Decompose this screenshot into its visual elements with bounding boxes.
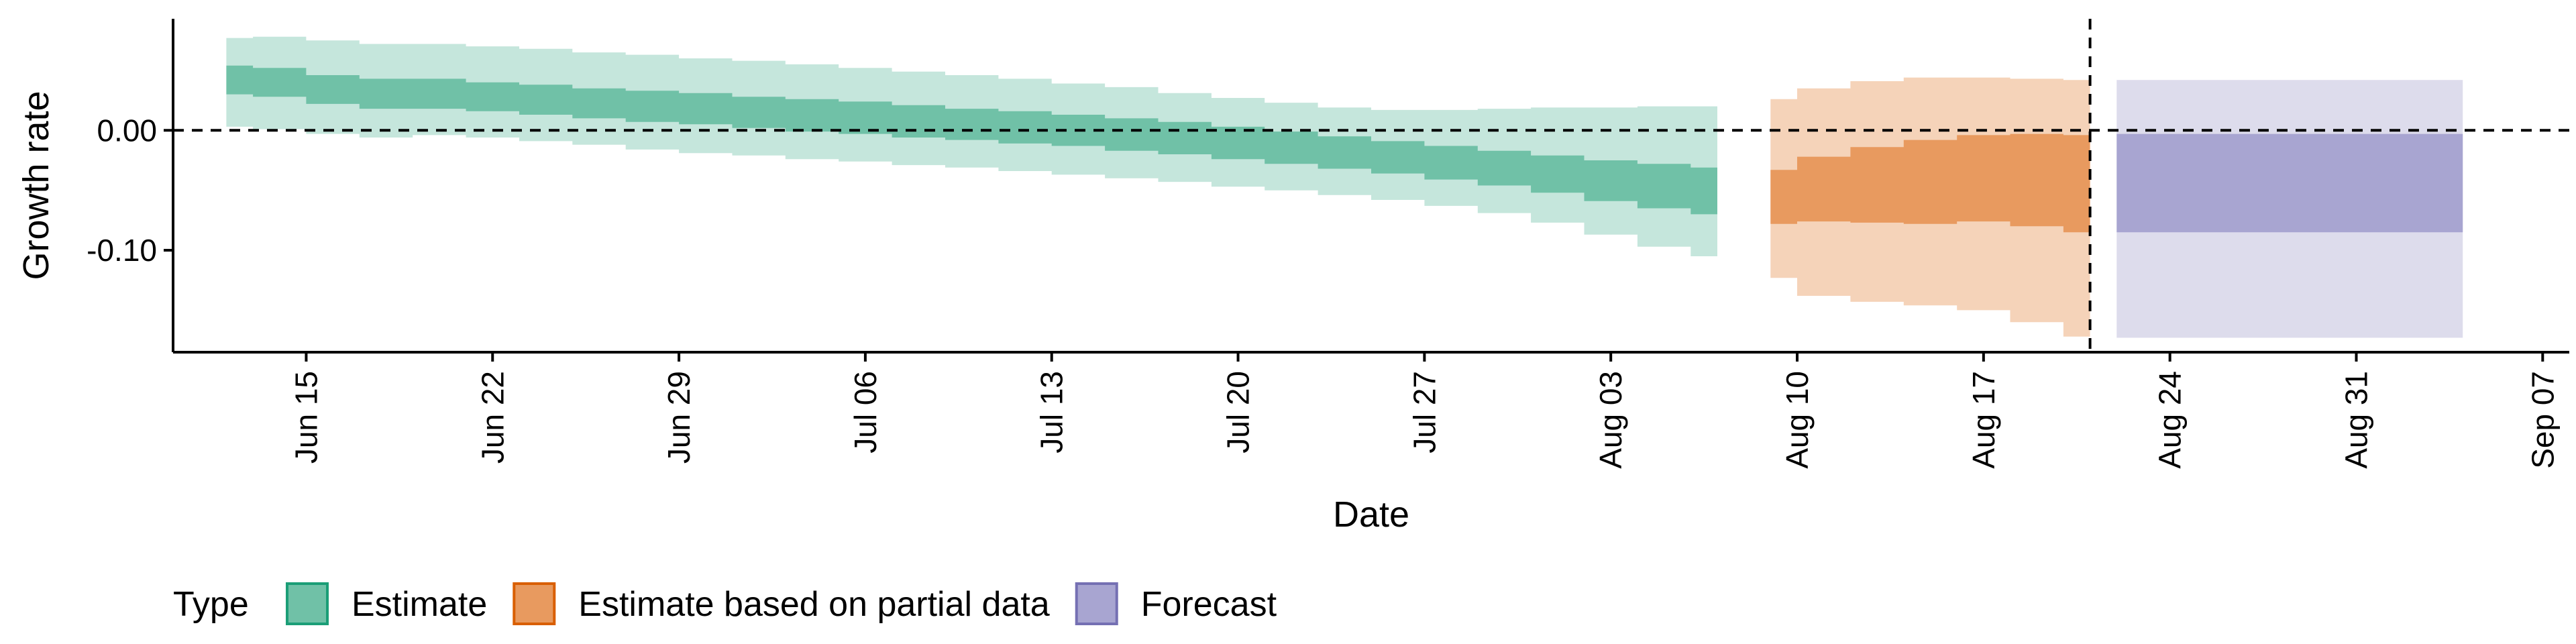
legend-label-estimate: Estimate <box>352 585 487 624</box>
legend-label-estimate-based-on-partial-data: Estimate based on partial data <box>578 585 1050 624</box>
legend-swatch-forecast <box>1075 582 1118 625</box>
x-tick-label: Jun 22 <box>475 371 510 464</box>
x-tick-label: Jun 29 <box>661 371 696 464</box>
reference-lines <box>173 19 2569 352</box>
x-tick-label: Sep 07 <box>2525 371 2560 469</box>
forecast-inner-band <box>2116 133 2463 233</box>
tick-labels: 0.00 -0.10 Jun 15 Jun 22 Jun 29 Jul 06 Jul 13 J… <box>87 113 2560 469</box>
legend: Type Estimate Estimate based on partial d… <box>173 582 1277 625</box>
y-tick-label: 0.00 <box>97 113 157 148</box>
x-tick-label: Jun 15 <box>288 371 323 464</box>
estimate-outer-band <box>226 36 1718 257</box>
x-tick-label: Aug 17 <box>1966 371 2001 469</box>
x-tick-label: Aug 24 <box>2153 371 2188 469</box>
y-axis-label: Growth rate <box>16 91 56 280</box>
x-tick-label: Jul 20 <box>1221 371 1256 453</box>
legend-swatch-estimate-based-on-partial-data <box>513 582 556 625</box>
legend-label-forecast: Forecast <box>1141 585 1277 624</box>
y-tick-label: -0.10 <box>87 233 157 268</box>
x-axis-label: Date <box>1333 494 1409 535</box>
estimate-based-on-partial-data-inner-band <box>1770 133 2090 233</box>
x-tick-label: Jul 13 <box>1034 371 1069 453</box>
x-tick-label: Aug 10 <box>1780 371 1815 469</box>
legend-swatch-estimate <box>286 582 329 625</box>
x-tick-label: Jul 06 <box>848 371 883 453</box>
x-tick-label: Jul 27 <box>1407 371 1442 453</box>
legend-title: Type <box>173 585 249 624</box>
estimate-inner-band <box>226 65 1718 215</box>
x-tick-label: Aug 31 <box>2339 371 2373 469</box>
x-tick-label: Aug 03 <box>1593 371 1628 469</box>
bands-layer <box>226 36 2463 338</box>
axes <box>164 19 2569 362</box>
